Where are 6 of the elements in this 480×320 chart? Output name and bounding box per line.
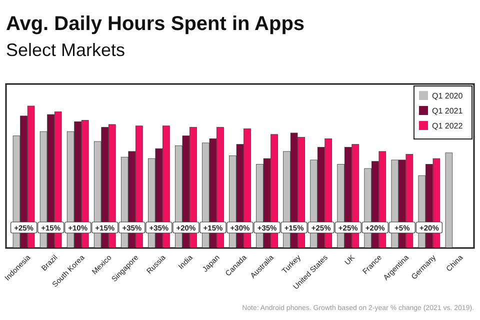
chart-title: Avg. Daily Hours Spent in Apps bbox=[6, 13, 305, 35]
legend-label: Q1 2022 bbox=[432, 122, 464, 130]
bar bbox=[445, 152, 453, 248]
chart-subtitle: Select Markets bbox=[6, 40, 126, 60]
legend-label: Q1 2021 bbox=[432, 106, 464, 116]
legend-label: Q1 2020 bbox=[432, 92, 464, 100]
